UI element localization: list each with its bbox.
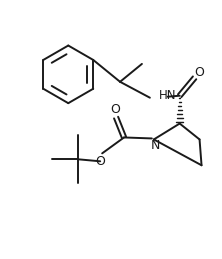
Text: HN: HN xyxy=(159,89,176,102)
Text: O: O xyxy=(110,103,120,116)
Text: O: O xyxy=(95,155,105,168)
Text: N: N xyxy=(151,139,161,152)
Text: O: O xyxy=(195,66,204,79)
